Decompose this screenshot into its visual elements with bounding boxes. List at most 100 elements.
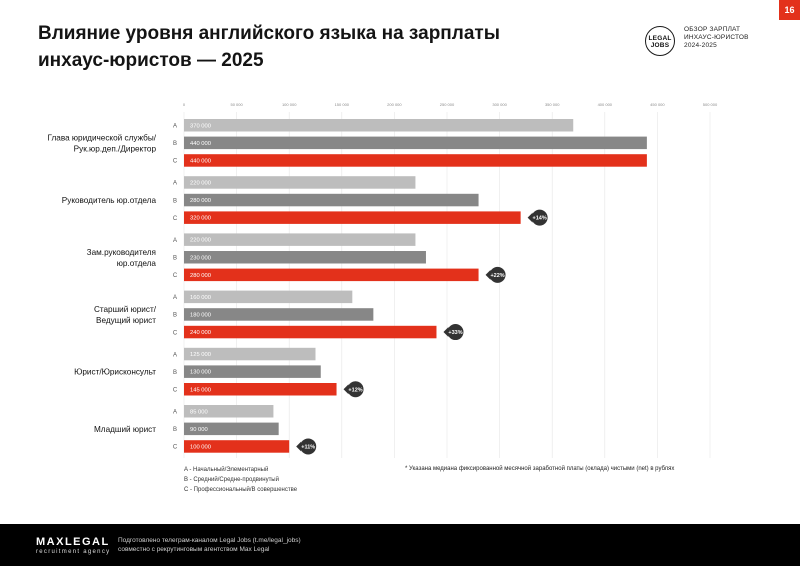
logo-line-2: JOBS bbox=[650, 42, 670, 49]
bar bbox=[184, 405, 274, 418]
level-legend: A - Начальный/Элементарный B - Средний/С… bbox=[184, 465, 297, 495]
category-label: Старший юрист/ bbox=[94, 305, 157, 314]
bar-value-label: 85 000 bbox=[190, 409, 208, 415]
premium-badge bbox=[489, 266, 506, 283]
bar bbox=[184, 365, 321, 378]
x-tick-label: 250 000 bbox=[440, 102, 455, 107]
premium-badge bbox=[300, 438, 317, 455]
premium-badge bbox=[347, 381, 364, 398]
x-tick-label: 450 000 bbox=[650, 102, 665, 107]
level-label: B bbox=[173, 427, 177, 433]
review-label: ОБЗОР ЗАРПЛАТ ИНХАУС-ЮРИСТОВ 2024-2025 bbox=[684, 26, 749, 50]
bar bbox=[184, 251, 426, 264]
title-line-2: инхаус-юристов — 2025 bbox=[38, 50, 264, 71]
legend-item-a: A - Начальный/Элементарный bbox=[184, 467, 269, 473]
level-label: B bbox=[173, 255, 177, 261]
review-line-3: 2024-2025 bbox=[684, 42, 717, 49]
premium-pointer bbox=[527, 212, 533, 223]
bar bbox=[184, 193, 479, 207]
bar bbox=[184, 383, 337, 396]
bar bbox=[184, 176, 416, 189]
review-line-2: ИНХАУС-ЮРИСТОВ bbox=[684, 34, 749, 41]
x-tick-label: 150 000 bbox=[335, 102, 350, 107]
premium-pointer bbox=[443, 327, 449, 338]
bar-value-label: 230 000 bbox=[190, 255, 211, 261]
x-tick-label: 50 000 bbox=[230, 102, 243, 107]
x-tick-label: 400 000 bbox=[598, 102, 613, 107]
bar-value-label: 220 000 bbox=[190, 180, 211, 186]
bar-value-label: 145 000 bbox=[190, 387, 211, 393]
premium-label: +33% bbox=[448, 330, 462, 336]
category-label: Ведущий юрист bbox=[96, 316, 156, 325]
bar bbox=[184, 422, 279, 436]
x-tick-label: 300 000 bbox=[492, 102, 507, 107]
bar bbox=[184, 325, 437, 339]
bar bbox=[184, 233, 416, 246]
title-line-1: Влияние уровня английского языка на зарп… bbox=[38, 23, 500, 44]
level-label: A bbox=[173, 123, 177, 129]
bar bbox=[184, 440, 290, 453]
bar-value-label: 440 000 bbox=[190, 141, 211, 147]
logo-line-1: LEGAL bbox=[648, 35, 672, 42]
footer-bar: MAXLEGAL recruitment agency Подготовлено… bbox=[0, 524, 800, 566]
bar bbox=[184, 268, 479, 282]
level-label: C bbox=[173, 216, 178, 222]
category-label: Глава юридической службы/ bbox=[48, 133, 157, 142]
credits-text: Подготовлено телеграм-каналом Legal Jobs… bbox=[118, 536, 301, 554]
bar-value-label: 130 000 bbox=[190, 370, 211, 376]
bar-value-label: 280 000 bbox=[190, 273, 211, 279]
premium-badge bbox=[531, 209, 548, 226]
bar-value-label: 240 000 bbox=[190, 330, 211, 336]
maxlegal-logo: MAXLEGAL recruitment agency bbox=[36, 537, 110, 556]
bar-value-label: 100 000 bbox=[190, 444, 211, 450]
bar bbox=[184, 211, 521, 224]
x-tick-label: 0 bbox=[183, 102, 186, 107]
premium-label: +14% bbox=[533, 216, 547, 222]
level-label: B bbox=[173, 198, 177, 204]
category-label: Младший юрист bbox=[94, 425, 156, 434]
category-label: Руководитель юр.отдела bbox=[62, 196, 157, 205]
level-label: B bbox=[173, 313, 177, 319]
category-label: юр.отдела bbox=[117, 259, 157, 268]
premium-pointer bbox=[296, 441, 302, 452]
level-label: B bbox=[173, 370, 177, 376]
bar bbox=[184, 290, 353, 304]
bar bbox=[184, 119, 574, 132]
level-label: B bbox=[173, 141, 177, 147]
level-label: A bbox=[173, 238, 177, 244]
level-label: C bbox=[173, 273, 178, 279]
x-tick-label: 100 000 bbox=[282, 102, 297, 107]
brand-name: MAXLEGAL bbox=[36, 536, 110, 548]
premium-label: +12% bbox=[348, 387, 362, 393]
review-line-1: ОБЗОР ЗАРПЛАТ bbox=[684, 26, 741, 33]
bar-value-label: 370 000 bbox=[190, 123, 211, 129]
bar-value-label: 440 000 bbox=[190, 158, 211, 164]
bar bbox=[184, 347, 316, 361]
credits-line-1: Подготовлено телеграм-каналом Legal Jobs… bbox=[118, 537, 301, 544]
level-label: C bbox=[173, 159, 178, 165]
page-number-badge: 16 bbox=[779, 0, 800, 20]
bar bbox=[184, 308, 374, 321]
x-tick-label: 200 000 bbox=[387, 102, 402, 107]
bar-value-label: 220 000 bbox=[190, 238, 211, 244]
legend-item-b: B - Средний/Средне-продвинутый bbox=[184, 477, 279, 483]
premium-pointer bbox=[343, 384, 349, 395]
x-tick-label: 350 000 bbox=[545, 102, 560, 107]
footnote: * Указана медиана фиксированной месячной… bbox=[405, 466, 675, 472]
category-label: Зам.руководителя bbox=[87, 248, 156, 257]
level-label: C bbox=[173, 330, 178, 336]
category-label: Рук.юр.деп./Директор bbox=[74, 144, 157, 153]
premium-label: +22% bbox=[490, 273, 504, 279]
bar-value-label: 280 000 bbox=[190, 198, 211, 204]
brand-subtitle: recruitment agency bbox=[36, 549, 111, 555]
premium-label: +11% bbox=[301, 444, 315, 450]
level-label: C bbox=[173, 445, 178, 451]
bar-value-label: 125 000 bbox=[190, 352, 211, 358]
bar-value-label: 320 000 bbox=[190, 216, 211, 222]
premium-badge bbox=[447, 324, 464, 341]
level-label: A bbox=[173, 352, 177, 358]
premium-pointer bbox=[485, 269, 491, 280]
bar bbox=[184, 136, 647, 150]
level-label: A bbox=[173, 409, 177, 415]
bar-value-label: 90 000 bbox=[190, 427, 208, 433]
